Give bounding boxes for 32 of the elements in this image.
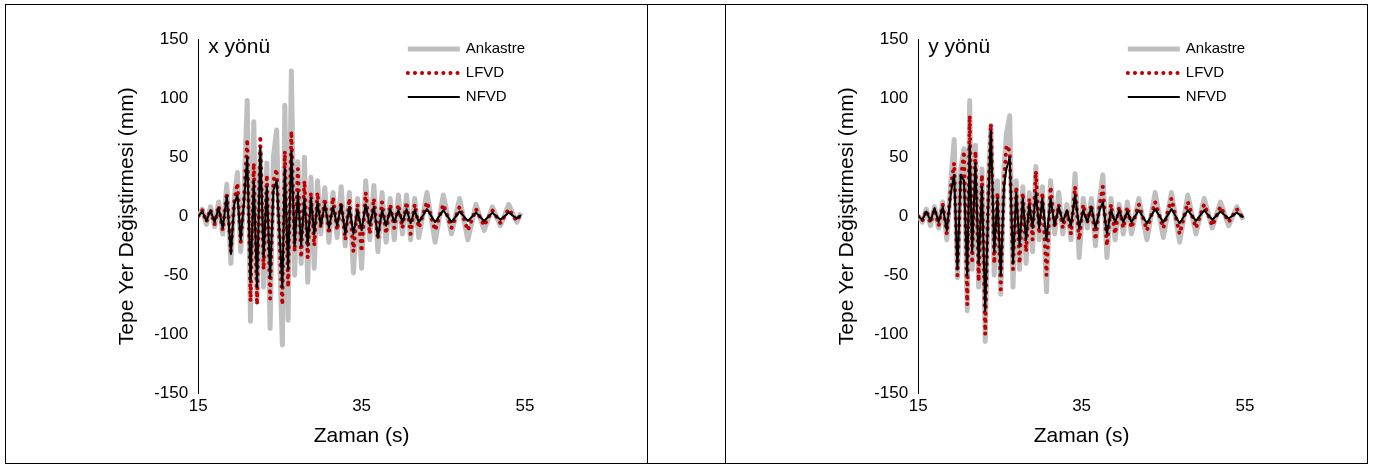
x-tick-label: 15 xyxy=(188,396,208,416)
x-tick-label: 35 xyxy=(1072,396,1092,416)
legend-label: LFVD xyxy=(465,63,505,81)
legend-label: NFVD xyxy=(1185,87,1227,105)
x-axis-title: Zaman (s) xyxy=(1033,423,1130,447)
x-tick-label: 55 xyxy=(515,396,535,416)
y-tick-label: 0 xyxy=(178,205,189,225)
y-tick-label: 150 xyxy=(879,28,909,48)
y-tick-label: -150 xyxy=(874,383,909,403)
y-tick-label: -50 xyxy=(163,264,189,284)
legend-label: Ankastre xyxy=(465,39,526,57)
x-tick-label: 15 xyxy=(908,396,928,416)
x-tick-label: 35 xyxy=(352,396,372,416)
y-tick-label: 100 xyxy=(159,87,189,107)
y-tick-label: 100 xyxy=(879,87,909,107)
legend-label: NFVD xyxy=(465,87,507,105)
chart-title: x yönü xyxy=(208,34,271,58)
y-tick-label: 0 xyxy=(898,205,909,225)
legend-label: LFVD xyxy=(1185,63,1225,81)
x-tick-label: 55 xyxy=(1235,396,1255,416)
y-tick-label: -100 xyxy=(154,324,189,344)
y-tick-label: 50 xyxy=(889,146,909,166)
x-axis-title: Zaman (s) xyxy=(313,423,410,447)
chart-title: y yönü xyxy=(928,34,991,58)
y-axis-title: Tepe Yer Değiştirmesi (mm) xyxy=(834,87,858,346)
y-tick-label: -150 xyxy=(154,383,189,403)
y-tick-label: 50 xyxy=(169,146,189,166)
y-tick-label: 150 xyxy=(159,28,189,48)
legend-label: Ankastre xyxy=(1185,39,1246,57)
y-tick-label: -50 xyxy=(883,264,909,284)
y-tick-label: -100 xyxy=(874,324,909,344)
y-axis-title: Tepe Yer Değiştirmesi (mm) xyxy=(114,87,138,346)
